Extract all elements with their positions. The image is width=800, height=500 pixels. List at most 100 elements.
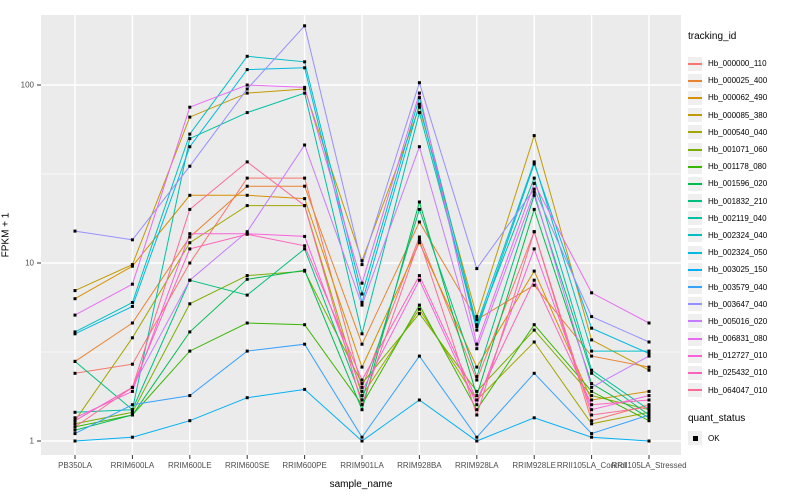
data-point (73, 229, 77, 233)
data-point (475, 347, 479, 351)
legend-key-box (688, 73, 702, 88)
data-point (245, 111, 249, 115)
data-point (590, 326, 594, 330)
legend-key-box (688, 348, 702, 363)
x-tick-label: RRIM928LE (512, 461, 556, 470)
data-point (303, 387, 307, 391)
data-point (245, 293, 249, 297)
data-point (647, 419, 651, 423)
data-point (360, 389, 364, 393)
data-point (417, 207, 421, 211)
data-point (417, 91, 421, 95)
data-point (130, 336, 134, 340)
data-point (647, 408, 651, 412)
data-point (590, 291, 594, 295)
legend-item-label: Hb_002324_050 (708, 248, 768, 258)
data-point (417, 241, 421, 245)
data-point (360, 385, 364, 389)
data-point (475, 328, 479, 332)
data-point (360, 292, 364, 296)
data-point (647, 368, 651, 372)
legend-key-box (688, 314, 702, 329)
legend-item-label: Hb_000000_110 (708, 59, 767, 69)
data-point (188, 349, 192, 353)
data-point (188, 207, 192, 211)
data-point (188, 419, 192, 423)
data-point (188, 115, 192, 119)
legend-key-line-icon (688, 286, 702, 289)
legend-key-line-icon (688, 354, 702, 357)
data-point (590, 382, 594, 386)
legend-key-box (688, 56, 702, 71)
legend-title-quant-status: quant_status (688, 412, 746, 424)
legend-item: Hb_002324_040 (688, 227, 798, 244)
legend-item: Hb_002324_050 (688, 244, 798, 261)
data-point (590, 368, 594, 372)
data-point (73, 439, 77, 443)
data-point (647, 365, 651, 369)
legend-key-box (688, 159, 702, 174)
data-point (647, 403, 651, 407)
data-point (590, 394, 594, 398)
data-point (590, 371, 594, 375)
data-point (188, 132, 192, 136)
data-point (475, 375, 479, 379)
legend-item: Hb_001596_020 (688, 175, 798, 192)
data-point (475, 323, 479, 327)
legend-item: Hb_064047_010 (688, 382, 798, 399)
legend-item-label: Hb_001178_080 (708, 162, 767, 172)
data-point (360, 439, 364, 443)
legend-key-line-icon (688, 320, 702, 323)
ok-square-marker-icon (692, 435, 698, 441)
legend: tracking_id Hb_000000_110 Hb_000025_400 Hb… (688, 30, 798, 446)
legend-item-label: Hb_002119_040 (708, 213, 767, 223)
data-point (188, 394, 192, 398)
data-point (532, 230, 536, 234)
data-point (417, 96, 421, 100)
data-point (245, 176, 249, 180)
data-point (532, 134, 536, 138)
legend-key-box (688, 142, 702, 157)
legend-item-label: Hb_025432_010 (708, 368, 768, 378)
data-point (130, 282, 134, 286)
data-point (475, 325, 479, 328)
x-tick-label: RRIM600LA (111, 461, 155, 470)
x-tick-label: RRIM928LA (455, 461, 499, 470)
legend-item: Hb_003647_040 (688, 296, 798, 313)
legend-item-label: Hb_003647_040 (708, 299, 768, 309)
data-point (590, 338, 594, 342)
data-point (475, 318, 479, 322)
data-point (188, 235, 192, 239)
data-point (188, 241, 192, 245)
data-point (590, 315, 594, 319)
legend-key-box (688, 280, 702, 295)
data-point (303, 143, 307, 147)
x-tick-label: RRII105LA_Control (557, 461, 627, 470)
legend-key-line-icon (688, 96, 702, 99)
data-point (590, 389, 594, 393)
data-point (130, 264, 134, 268)
data-point (417, 354, 421, 358)
legend-key-box (688, 125, 702, 140)
legend-item-label: Hb_012727_010 (708, 351, 768, 361)
data-point (245, 91, 249, 95)
legend-key-box (688, 262, 702, 277)
data-point (532, 269, 536, 273)
data-point (130, 321, 134, 325)
legend-title-tracking-id: tracking_id (688, 31, 737, 42)
legend-key-box (688, 331, 702, 346)
legend-item: Hb_001071_060 (688, 141, 798, 158)
data-point (417, 145, 421, 149)
data-point (303, 268, 307, 272)
legend-item-label: Hb_000085_380 (708, 110, 768, 120)
legend-item: Hb_012727_010 (688, 347, 798, 364)
data-point (475, 342, 479, 346)
x-tick-label: RRIM901LA (340, 461, 384, 470)
data-point (73, 313, 77, 317)
x-tick-label: RRIM600PE (282, 461, 326, 470)
legend-key-box (688, 194, 702, 209)
legend-key-line-icon (688, 303, 702, 306)
data-point (475, 413, 479, 417)
data-point (417, 200, 421, 204)
data-point (475, 389, 479, 393)
